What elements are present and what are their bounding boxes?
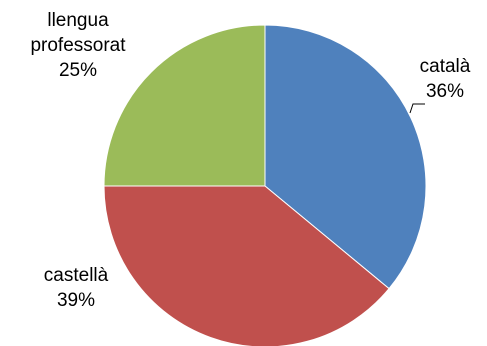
pie-slice-3 xyxy=(103,24,266,187)
leader-line xyxy=(409,103,425,114)
pie-slice-1 xyxy=(264,24,427,290)
pie-slice-2 xyxy=(103,185,390,346)
slice-label-3: llengua professorat 25% xyxy=(30,10,126,81)
slice-name-label: català xyxy=(420,56,471,77)
slice-value-label: 25% xyxy=(59,60,97,81)
slice-name-label: professorat xyxy=(30,35,126,56)
slice-label-1: català 36% xyxy=(420,56,471,102)
slice-name-label: llengua xyxy=(47,10,109,31)
slice-value-label: 36% xyxy=(426,81,464,102)
slice-label-2: castellà 39% xyxy=(44,265,109,311)
slice-name-label: castellà xyxy=(44,265,109,286)
leader-lines xyxy=(409,103,425,114)
slice-value-label: 39% xyxy=(57,290,95,311)
slice-labels: català 36% castellà 39% llengua professorat 25… xyxy=(30,10,470,311)
pie-slices xyxy=(103,24,427,346)
